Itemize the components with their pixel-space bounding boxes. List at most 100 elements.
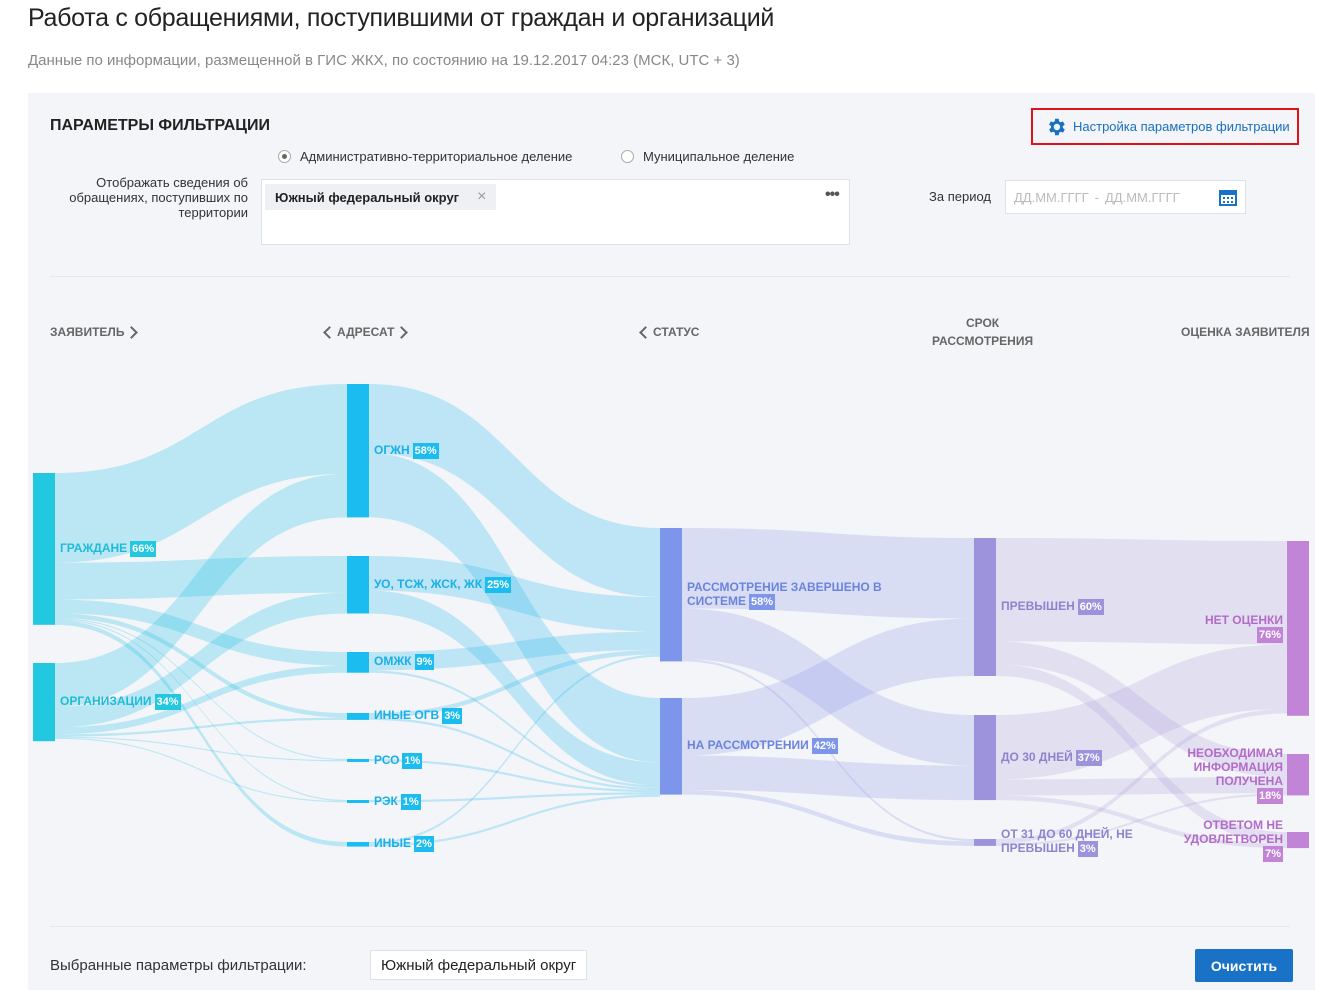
- separator: [50, 926, 1290, 927]
- period-label: За период: [929, 189, 991, 204]
- node-label: ОТВЕТОМ НЕ УДОВЛЕТВОРЕН 7%: [1153, 818, 1283, 863]
- sankey-link: [996, 538, 1287, 645]
- more-button[interactable]: •••: [825, 186, 840, 203]
- node-name: ГРАЖДАНЕ: [60, 540, 128, 555]
- node-label: ИНЫЕ ОГВ 3%: [374, 708, 463, 725]
- sankey-node: [660, 528, 682, 662]
- sankey-link: [55, 473, 347, 707]
- column-header[interactable]: ЗАЯВИТЕЛЬ: [50, 323, 139, 341]
- node-percent: 18%: [1256, 787, 1283, 804]
- node-name: РАССМОТРЕНИЕ ЗАВЕРШЕНО В СИСТЕМЕ: [687, 579, 882, 608]
- sankey-link: [369, 670, 660, 788]
- column-title: ОЦЕНКА ЗАЯВИТЕЛЯ: [1181, 325, 1310, 339]
- tag-text: Южный федеральный округ: [275, 189, 460, 205]
- node-name: НЕОБХОДИМАЯ ИНФОРМАЦИЯ ПОЛУЧЕНА: [1187, 745, 1283, 788]
- radio-label: Административно-территориальное деление: [300, 149, 573, 164]
- node-label: ИНЫЕ 2%: [374, 836, 434, 853]
- node-name: ОТВЕТОМ НЕ УДОВЛЕТВОРЕН: [1183, 818, 1283, 847]
- node-label: НЕТ ОЦЕНКИ 76%: [1153, 613, 1283, 644]
- node-label: ДО 30 ДНЕЙ 37%: [1001, 749, 1102, 766]
- node-name: ИНЫЕ ОГВ: [374, 708, 440, 723]
- node-name: ИНЫЕ: [374, 836, 412, 851]
- sankey-link: [369, 453, 660, 763]
- column-header[interactable]: СТАТУС: [639, 323, 700, 341]
- node-label: ОГЖН 58%: [374, 442, 439, 459]
- node-label: ОРГАНИЗАЦИИ 34%: [60, 694, 181, 711]
- sankey-link: [682, 608, 974, 766]
- sankey-link: [55, 737, 347, 803]
- selected-label: Выбранные параметры фильтрации:: [50, 957, 307, 974]
- filter-title: ПАРАМЕТРЫ ФИЛЬТРАЦИИ: [50, 117, 270, 134]
- settings-link[interactable]: Настройка параметров фильтрации: [1031, 108, 1299, 145]
- tag-remove[interactable]: ×: [477, 188, 487, 205]
- node-name: ПРЕВЫШЕН: [1001, 599, 1075, 613]
- column-header[interactable]: АДРЕСАТ: [323, 323, 409, 341]
- node-name: УО, ТСЖ, ЖСК, ЖК: [374, 576, 483, 591]
- settings-link-text: Настройка параметров фильтрации: [1073, 119, 1290, 134]
- column-header: ОЦЕНКА ЗАЯВИТЕЛЯ: [1181, 323, 1310, 341]
- column-title: АДРЕСАТ: [337, 325, 395, 339]
- radio-municipal[interactable]: Муниципальное деление: [621, 149, 794, 164]
- sankey-node: [974, 538, 996, 676]
- sankey-link: [369, 556, 660, 632]
- node-percent: 1%: [400, 793, 421, 810]
- radio-label: Муниципальное деление: [643, 149, 795, 164]
- node-label: ОТ 31 ДО 60 ДНЕЙ, НЕ ПРЕВЫШЕН 3%: [1001, 827, 1146, 858]
- sankey-link: [996, 708, 1287, 844]
- sankey-link: [55, 665, 347, 735]
- radio-dot: [278, 150, 291, 163]
- selected-tag: Южный федеральный округ: [370, 950, 588, 980]
- sankey-link: [55, 599, 347, 666]
- node-name: ОГЖН: [374, 442, 410, 457]
- node-percent: 34%: [154, 694, 181, 711]
- node-label: ОМЖК 9%: [374, 654, 435, 671]
- sankey-link: [369, 759, 660, 793]
- column-title: ЗАЯВИТЕЛЬ: [50, 325, 125, 339]
- sankey-node: [974, 839, 996, 846]
- sankey-node: [660, 698, 682, 795]
- page-subtitle: Данные по информации, размещенной в ГИС …: [28, 52, 740, 69]
- sankey-link: [55, 619, 347, 802]
- calendar-icon[interactable]: [1219, 188, 1237, 206]
- separator: [50, 276, 1290, 277]
- node-percent: 3%: [442, 708, 463, 725]
- node-percent: 42%: [811, 738, 838, 755]
- date-to: ДД.ММ.ГГГГ: [1105, 189, 1180, 205]
- gear-icon: [1049, 118, 1065, 135]
- date-range-input[interactable]: ДД.ММ.ГГГГ - ДД.ММ.ГГГГ: [1005, 180, 1246, 214]
- sankey-link: [682, 790, 974, 846]
- sankey-node: [347, 842, 369, 847]
- node-percent: 37%: [1075, 749, 1102, 766]
- sankey-link: [369, 654, 660, 845]
- page-title: Работа с обращениями, поступившими от гр…: [28, 4, 775, 32]
- node-name: РСО: [374, 752, 400, 767]
- sankey-node: [974, 715, 996, 801]
- sankey-node: [347, 713, 369, 720]
- sankey-node: [33, 473, 55, 625]
- node-percent: 76%: [1256, 627, 1283, 644]
- date-from: ДД.ММ.ГГГГ: [1014, 189, 1089, 205]
- sankey-link: [996, 795, 1287, 849]
- column-header: СРОК РАССМОТРЕНИЯ: [932, 314, 1034, 350]
- sankey-link: [996, 644, 1287, 780]
- node-label: УО, ТСЖ, ЖСК, ЖК 25%: [374, 576, 512, 593]
- sankey-link: [996, 793, 1287, 846]
- sankey-link: [369, 384, 660, 597]
- column-title: СРОК РАССМОТРЕНИЯ: [932, 316, 1034, 348]
- links: [55, 384, 1287, 849]
- sankey-link: [55, 384, 347, 563]
- radio-admin[interactable]: Административно-территориальное деление: [278, 149, 572, 164]
- node-percent: 66%: [130, 540, 157, 557]
- sankey-node: [33, 663, 55, 742]
- sankey-link: [55, 717, 347, 737]
- column-title: СТАТУС: [653, 325, 700, 339]
- sankey-node: [1287, 541, 1309, 716]
- sankey-link: [369, 717, 660, 790]
- territory-tag[interactable]: Южный федеральный округ ×: [265, 184, 497, 210]
- clear-button[interactable]: Очистить: [1195, 949, 1293, 982]
- territory-label: Отображать сведения об обращениях, посту…: [69, 175, 248, 220]
- sankey-link: [55, 736, 347, 762]
- sankey-node: [347, 800, 369, 803]
- node-percent: 3%: [1077, 841, 1098, 858]
